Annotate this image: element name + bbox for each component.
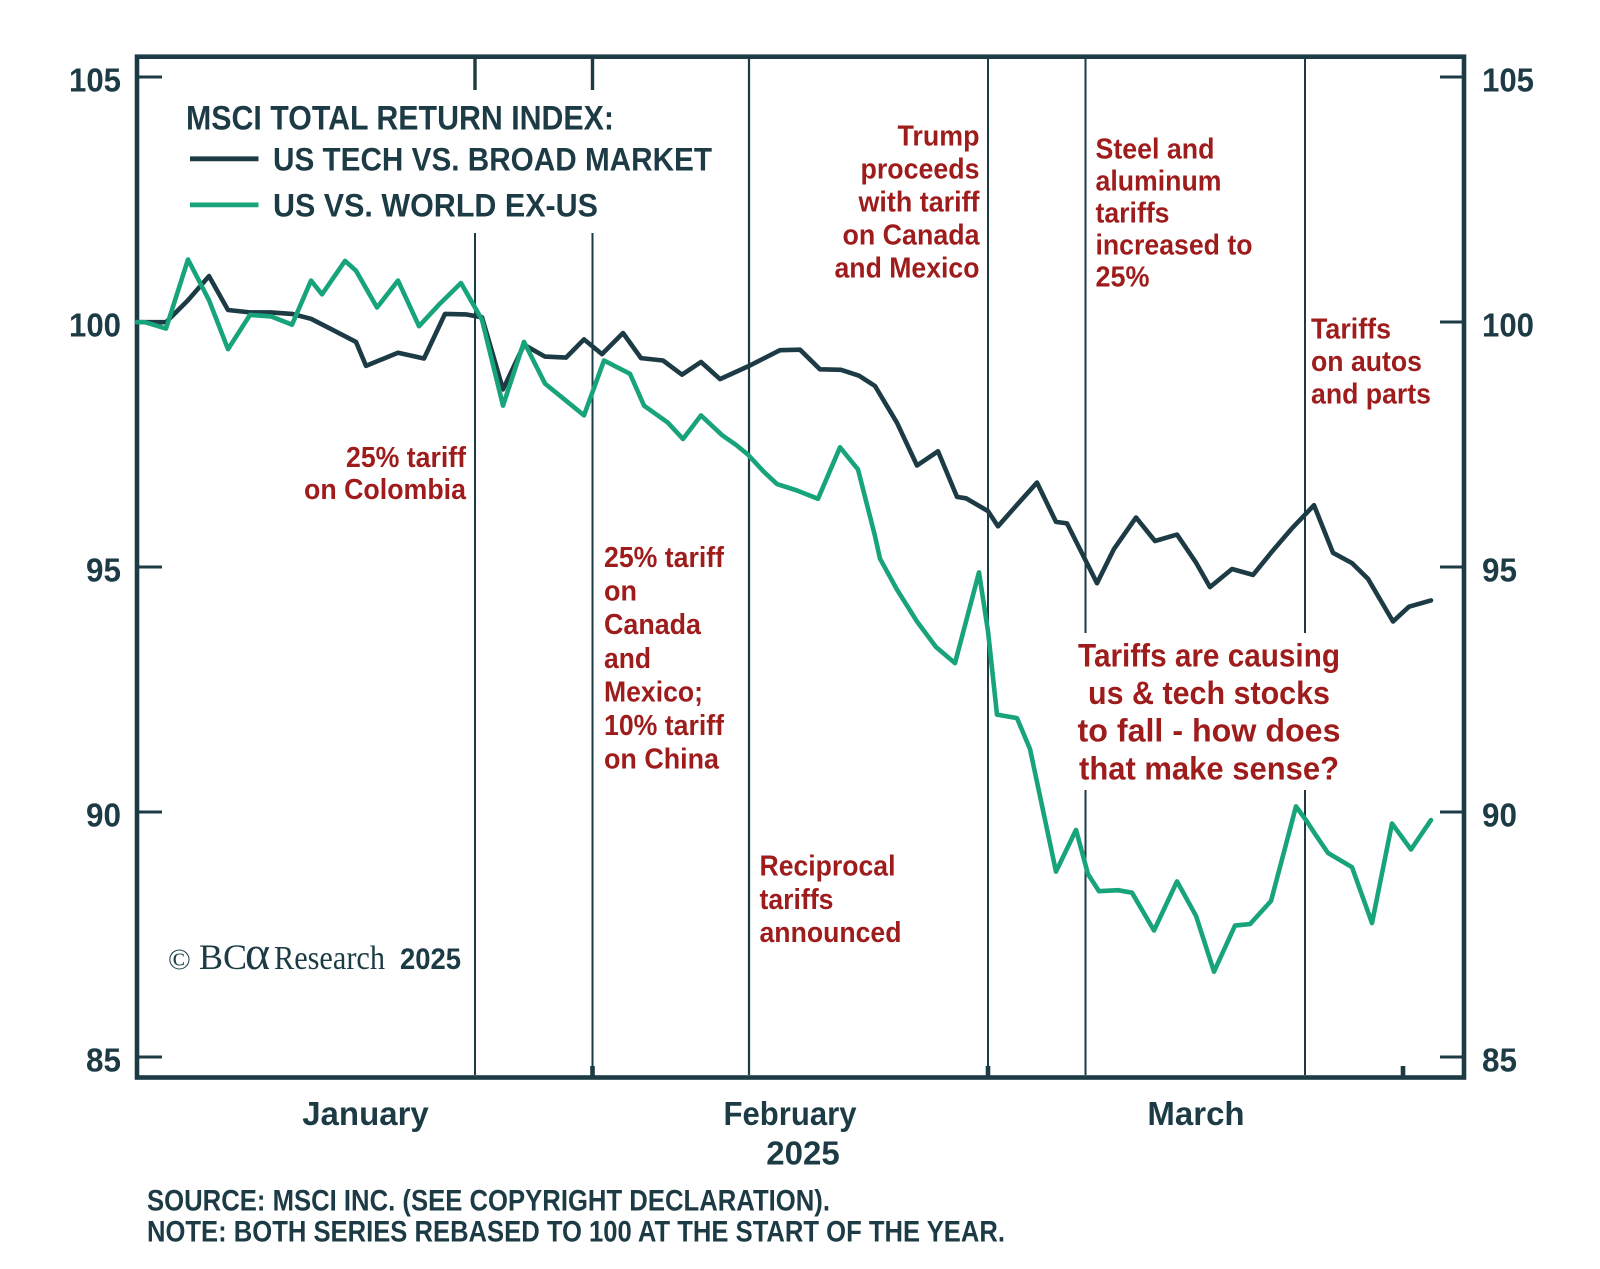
- svg-text:to fall - how does: to fall - how does: [1078, 713, 1341, 749]
- svg-text:US VS. WORLD EX-US: US VS. WORLD EX-US: [273, 188, 598, 224]
- svg-text:on Colombia: on Colombia: [304, 474, 467, 506]
- svg-text:85: 85: [86, 1042, 121, 1079]
- svg-text:MSCI TOTAL RETURN INDEX:: MSCI TOTAL RETURN INDEX:: [186, 100, 614, 138]
- svg-text:on China: on China: [604, 744, 720, 776]
- svg-text:February: February: [724, 1095, 858, 1132]
- svg-text:proceeds: proceeds: [861, 154, 980, 186]
- svg-text:NOTE: BOTH SERIES REBASED TO 1: NOTE: BOTH SERIES REBASED TO 100 AT THE …: [147, 1215, 1005, 1248]
- svg-text:Reciprocal: Reciprocal: [760, 850, 896, 882]
- svg-text:100: 100: [1482, 307, 1534, 344]
- svg-text:and parts: and parts: [1311, 379, 1431, 411]
- svg-text:tariffs: tariffs: [760, 884, 834, 916]
- svg-text:on Canada: on Canada: [843, 220, 981, 252]
- svg-text:BC: BC: [199, 937, 247, 977]
- svg-text:Research: Research: [274, 940, 385, 977]
- svg-text:and Mexico: and Mexico: [835, 253, 980, 285]
- svg-text:Steel and: Steel and: [1096, 134, 1215, 166]
- svg-text:©: ©: [168, 943, 191, 976]
- svg-text:increased to: increased to: [1096, 230, 1253, 262]
- svg-text:tariffs: tariffs: [1096, 198, 1170, 230]
- svg-text:105: 105: [69, 62, 121, 99]
- svg-text:with tariff: with tariff: [858, 187, 980, 219]
- svg-text:Tariffs: Tariffs: [1311, 314, 1391, 346]
- svg-text:that make sense?: that make sense?: [1079, 750, 1339, 786]
- svg-text:aluminum: aluminum: [1096, 166, 1222, 198]
- svg-text:and: and: [604, 643, 651, 675]
- svg-text:25% tariff: 25% tariff: [346, 442, 466, 474]
- svg-text:100: 100: [69, 307, 121, 344]
- svg-text:95: 95: [86, 552, 121, 589]
- svg-text:90: 90: [86, 797, 121, 834]
- svg-text:2025: 2025: [766, 1135, 839, 1172]
- svg-text:SOURCE: MSCI INC. (SEE COPYRIG: SOURCE: MSCI INC. (SEE COPYRIGHT DECLARA…: [147, 1184, 830, 1217]
- svg-text:25% tariff: 25% tariff: [604, 542, 724, 574]
- svg-text:105: 105: [1482, 62, 1534, 99]
- svg-text:on autos: on autos: [1311, 346, 1422, 378]
- svg-text:announced: announced: [760, 917, 902, 949]
- svg-text:Canada: Canada: [604, 609, 702, 641]
- svg-text:on: on: [604, 576, 637, 608]
- svg-text:95: 95: [1482, 552, 1517, 589]
- svg-text:March: March: [1147, 1095, 1244, 1132]
- svg-text:2025: 2025: [400, 943, 461, 976]
- svg-text:Tariffs are causing: Tariffs are causing: [1078, 637, 1340, 673]
- svg-text:85: 85: [1482, 1042, 1517, 1079]
- svg-text:90: 90: [1482, 797, 1517, 834]
- svg-text:α: α: [245, 927, 270, 980]
- svg-text:Trump: Trump: [898, 121, 980, 153]
- svg-text:January: January: [302, 1095, 429, 1132]
- svg-text:10% tariff: 10% tariff: [604, 710, 724, 742]
- svg-text:25%: 25%: [1096, 262, 1150, 294]
- svg-text:us & tech stocks: us & tech stocks: [1088, 675, 1330, 711]
- svg-text:US TECH VS. BROAD MARKET: US TECH VS. BROAD MARKET: [273, 142, 712, 178]
- svg-text:Mexico;: Mexico;: [604, 676, 703, 708]
